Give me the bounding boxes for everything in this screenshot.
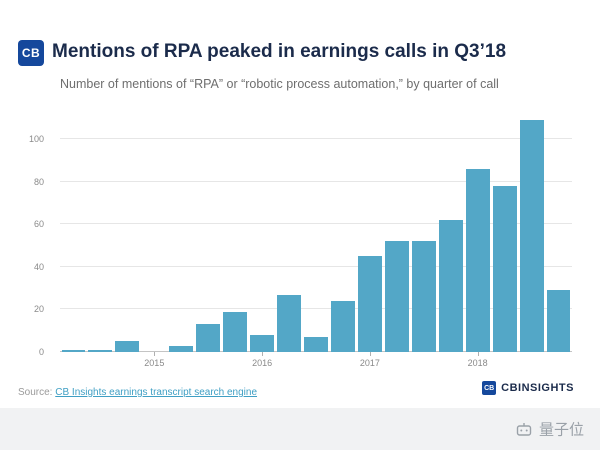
cbinsights-badge-icon-text: CB — [484, 384, 495, 392]
gridline — [60, 180, 572, 182]
x-axis: 2015 2016 2017 2018 — [60, 352, 572, 374]
bar-Q4’14 — [115, 341, 140, 352]
cbinsights-logo-icon: CB — [18, 40, 44, 66]
plot-area — [60, 118, 572, 352]
y-tick-label: 100 — [28, 134, 44, 145]
bar-Q4’15 — [223, 312, 248, 352]
y-tick-label: 60 — [33, 219, 44, 230]
page-title: Mentions of RPA peaked in earnings calls… — [52, 41, 507, 62]
watermark-text: 量子位 — [538, 421, 584, 439]
footer-strip: 量子位 — [0, 408, 600, 450]
cbinsights-badge-label: CBINSIGHTS — [501, 382, 574, 394]
gridline — [60, 265, 572, 267]
bar-Q2’17 — [384, 241, 409, 352]
bar-Q4’16 — [330, 301, 355, 352]
bar-Q4’17 — [438, 220, 463, 352]
source-link[interactable]: CB Insights earnings transcript search e… — [55, 387, 258, 398]
bar-Q3’18 — [519, 120, 544, 352]
bar-Q2’14 — [61, 350, 86, 352]
source-label: Source: — [18, 387, 53, 398]
bar-Q3’14 — [88, 350, 113, 352]
x-tick-label: 2015 — [144, 358, 165, 368]
source-line: Source: CB Insights earnings transcript … — [18, 387, 257, 398]
x-tick-mark — [369, 352, 371, 356]
bar-Q1’18 — [465, 169, 490, 352]
y-tick-label: 20 — [33, 304, 44, 315]
x-tick-mark — [262, 352, 264, 356]
x-tick-mark — [477, 352, 479, 356]
y-tick-label: 0 — [38, 347, 44, 357]
watermark: 量子位 — [515, 419, 584, 440]
bar-Q1’17 — [357, 256, 382, 352]
cbinsights-badge-icon: CB — [482, 381, 497, 395]
chart-subtitle: Number of mentions of “RPA” or “robotic … — [60, 77, 499, 91]
gridline — [60, 138, 572, 140]
bar-Q3’16 — [304, 337, 328, 352]
bar-Q2’16 — [277, 295, 302, 352]
x-tick-label: 2018 — [467, 358, 488, 368]
bar-Q2’18 — [492, 186, 517, 352]
bar-Q4’18 — [546, 290, 571, 352]
x-tick-label: 2017 — [359, 358, 380, 368]
bar-Q2’15 — [169, 346, 194, 352]
bar-Q3’15 — [196, 324, 221, 352]
gridline — [60, 308, 572, 310]
y-tick-label: 80 — [33, 176, 44, 187]
y-tick-label: 40 — [33, 261, 44, 272]
bar-Q3’17 — [411, 241, 436, 352]
x-tick-mark — [154, 352, 156, 356]
gridline — [60, 223, 572, 225]
cbinsights-logo-text: CB — [21, 46, 41, 60]
bar-Q1’16 — [250, 335, 275, 352]
cbinsights-brand-badge: CB CBINSIGHTS — [482, 381, 574, 395]
y-axis: 0 20 40 60 80 100 — [4, 118, 54, 357]
qbitai-robot-icon — [515, 420, 533, 438]
x-tick-label: 2016 — [252, 358, 273, 368]
